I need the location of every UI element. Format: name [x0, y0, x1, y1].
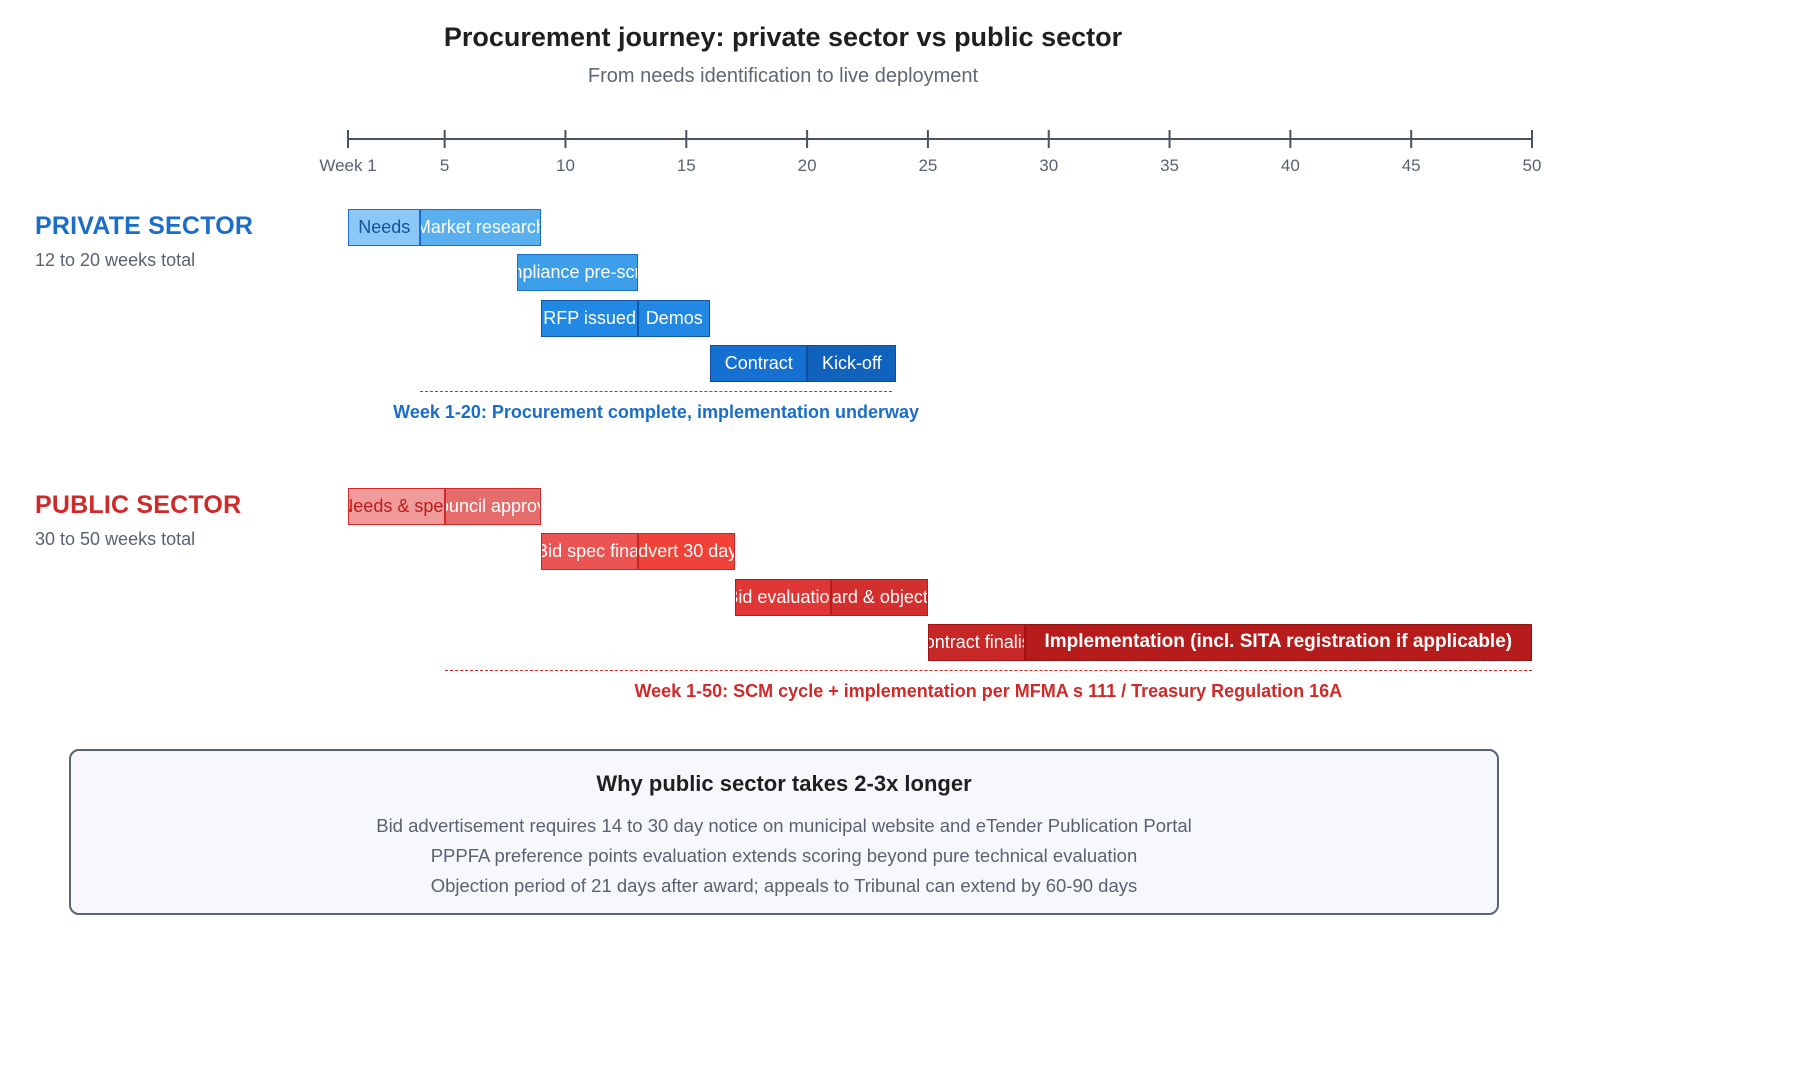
week-axis: Week 1 5 10 15 20 25 30 35 40 45 50: [319, 130, 1542, 175]
phase-label: Implementation (incl. SITA registration …: [1044, 631, 1513, 653]
phase-label: Advert 30 days: [638, 541, 734, 562]
axis-tick-label: 25: [918, 156, 937, 175]
axis-tick-label: 35: [1160, 156, 1179, 175]
phase-bar: Contract finalise: [927, 623, 1025, 661]
phase-bar: RFP issued: [541, 299, 638, 337]
axis-tick-label: 30: [1039, 156, 1058, 175]
phase-bar: Bid spec final: [541, 533, 638, 571]
phase-label: Bid spec final: [541, 541, 638, 562]
why-longer-box: Why public sector takes 2-3x longer Bid …: [69, 749, 1499, 915]
private-sector-title: PRIVATE SECTOR: [35, 212, 254, 240]
axis-tick-label: 40: [1281, 156, 1300, 175]
phase-bar: Needs & spec: [348, 488, 445, 525]
private-sector-dash-line: [420, 391, 892, 392]
axis-tick-label: 50: [1523, 156, 1542, 175]
phase-bar: Kick-off: [807, 344, 897, 382]
phase-bar: Council approval: [444, 488, 542, 525]
reason-line: Bid advertisement requires 14 to 30 day …: [376, 815, 1192, 836]
diagram-subtitle: From needs identification to live deploy…: [587, 65, 979, 87]
public-sector-subtitle: 30 to 50 weeks total: [35, 529, 196, 549]
public-sector-title: PUBLIC SECTOR: [35, 491, 242, 519]
phase-label: Bid evaluation: [736, 586, 831, 607]
reason-line: PPPFA preference points evaluation exten…: [430, 845, 1138, 866]
public-sector-dash-line: [444, 670, 1532, 671]
phase-bar: Implementation (incl. SITA registration …: [1024, 623, 1532, 661]
phase-label: RFP issued: [543, 307, 636, 328]
phase-label: Award & objection: [831, 586, 928, 607]
why-longer-reasons: Bid advertisement requires 14 to 30 day …: [71, 811, 1497, 901]
phase-bar: Advert 30 days: [637, 533, 735, 571]
phase-bar: Demos: [637, 299, 711, 337]
public-sector-note: Week 1-50: SCM cycle + implementation pe…: [634, 681, 1343, 701]
phase-label: Contract finalise: [929, 631, 1024, 652]
phase-bar: Market research: [420, 209, 542, 246]
why-longer-title: Why public sector takes 2-3x longer: [596, 771, 972, 796]
axis-tick-label: 5: [440, 156, 449, 175]
phase-bar: Needs: [348, 209, 421, 246]
phase-label: Market research: [420, 217, 542, 237]
axis-tick-label: 20: [798, 156, 817, 175]
phase-label: Compliance pre-screen: [518, 262, 637, 283]
phase-label: Needs & spec: [349, 496, 444, 516]
phase-label: Kick-off: [821, 352, 882, 373]
phase-label: Contract: [724, 352, 793, 373]
procurement-diagram: Procurement journey: private sector vs p…: [35, 22, 1541, 915]
private-sector-note: Week 1-20: Procurement complete, impleme…: [393, 402, 919, 422]
axis-tick-label: 45: [1402, 156, 1421, 175]
axis-tick-label: Week 1: [319, 156, 376, 175]
phase-label: Demos: [645, 307, 703, 328]
phase-label: Council approval: [446, 496, 541, 516]
phase-bar: Compliance pre-screen: [517, 254, 638, 292]
diagram-title: Procurement journey: private sector vs p…: [443, 22, 1123, 52]
axis-tick-label: 10: [556, 156, 575, 175]
phase-bar: Award & objection: [831, 578, 928, 616]
private-sector-subtitle: 12 to 20 weeks total: [35, 250, 196, 270]
reason-line: Objection period of 21 days after award;…: [430, 875, 1138, 896]
phase-bar: Contract: [710, 344, 808, 382]
axis-tick-label: 15: [677, 156, 696, 175]
phase-label: Needs: [358, 217, 411, 237]
phase-bar: Bid evaluation: [734, 578, 832, 616]
